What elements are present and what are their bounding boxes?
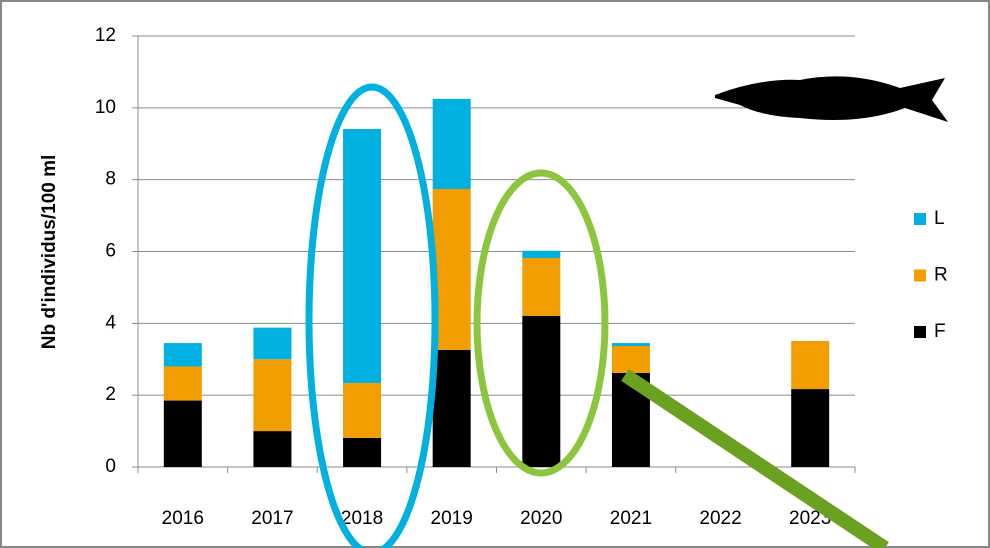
bar-segment (343, 382, 382, 438)
y-tick-label: 8 (105, 169, 116, 190)
x-tick-label: 2017 (251, 508, 293, 529)
highlight-ellipse (305, 83, 439, 548)
bar-segment (163, 366, 202, 401)
arrow-line (621, 369, 889, 548)
y-tick-label: 2 (105, 384, 116, 405)
bar-segment (432, 349, 471, 467)
bar-segment (791, 389, 830, 467)
legend-label: R (934, 265, 948, 286)
bar-segment (253, 359, 292, 432)
y-tick-label: 12 (95, 25, 116, 46)
x-tick-label: 2021 (610, 508, 652, 529)
bar-segment (432, 98, 471, 190)
y-tick-label: 6 (105, 241, 116, 262)
bar-segment (163, 400, 202, 467)
bar-segment (343, 437, 382, 467)
fish-icon (715, 76, 948, 122)
legend-swatch (914, 213, 926, 225)
y-tick-label: 10 (95, 97, 116, 118)
bar-segment (611, 343, 650, 346)
annotations (305, 76, 948, 548)
bar-segment (343, 129, 382, 383)
bar-segment (522, 315, 561, 467)
y-tick-label: 0 (105, 456, 116, 477)
legend-label: L (934, 208, 945, 229)
bar-segment (163, 343, 202, 367)
bar-segment (253, 431, 292, 467)
x-tick-label: 2020 (520, 508, 562, 529)
bar-segment (253, 327, 292, 360)
x-tick-label: 2016 (162, 508, 204, 529)
legend-swatch (914, 326, 926, 338)
bar-segment (791, 340, 830, 390)
bar-segment (522, 257, 561, 316)
x-tick-label: 2018 (341, 508, 383, 529)
x-tick-label: 2019 (431, 508, 473, 529)
legend-swatch (914, 269, 926, 282)
legend-label: F (934, 321, 946, 342)
y-tick-label: 4 (105, 312, 116, 333)
bar-segment (432, 189, 471, 350)
highlight-ellipse (473, 169, 609, 477)
y-axis-label: Nb d'individus/100 ml (39, 155, 60, 350)
bar-segment (611, 345, 650, 373)
x-tick-label: 2022 (699, 508, 741, 529)
bar-segment (522, 250, 561, 258)
